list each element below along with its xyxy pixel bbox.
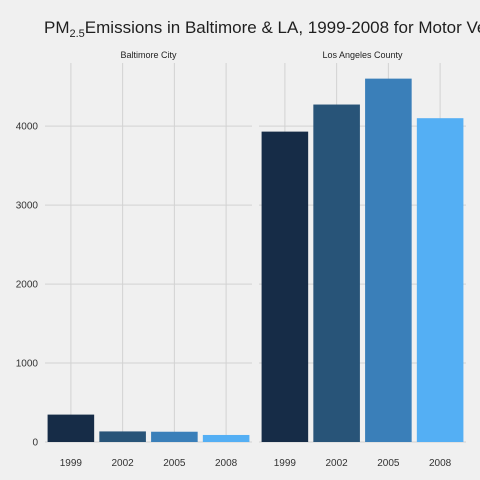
chart-title-rest: Emissions in Baltimore & LA, 1999-2008 f… (85, 18, 480, 37)
chart-title-prefix: PM (44, 18, 70, 37)
bar-2002 (313, 104, 360, 443)
x-tick-label: 1999 (274, 458, 297, 469)
y-tick-label: 2000 (16, 280, 39, 291)
y-tick-label: 1000 (16, 359, 39, 370)
x-tick-label: 2008 (215, 458, 238, 469)
panel-label: Los Angeles County (322, 50, 403, 60)
chart-title-subscript: 2.5 (70, 28, 85, 40)
bar-2005 (151, 431, 198, 442)
panel-1: Los Angeles County 1999 2002 2005 2008 (259, 50, 466, 469)
bar-1999 (47, 414, 95, 442)
y-tick-label: 4000 (16, 122, 39, 133)
x-tick-label: 2008 (429, 458, 452, 469)
bar-2008 (202, 434, 250, 442)
x-tick-label: 2005 (377, 458, 400, 469)
x-tick-label: 2002 (326, 458, 349, 469)
panel-label: Baltimore City (120, 50, 177, 60)
bar-2002 (99, 431, 146, 442)
x-tick-label: 1999 (60, 458, 83, 469)
chart-title: PM2.5Emissions in Baltimore & LA, 1999-2… (44, 18, 480, 40)
panel-0: Baltimore City 1999 2002 2005 2008 (45, 50, 252, 469)
bar-1999 (261, 131, 309, 442)
y-tick-label: 3000 (16, 201, 39, 212)
x-tick-label: 2002 (112, 458, 135, 469)
x-tick-label: 2005 (163, 458, 186, 469)
bar-2005 (365, 78, 412, 442)
bar-2008 (416, 118, 464, 443)
y-tick-label: 0 (32, 438, 38, 449)
